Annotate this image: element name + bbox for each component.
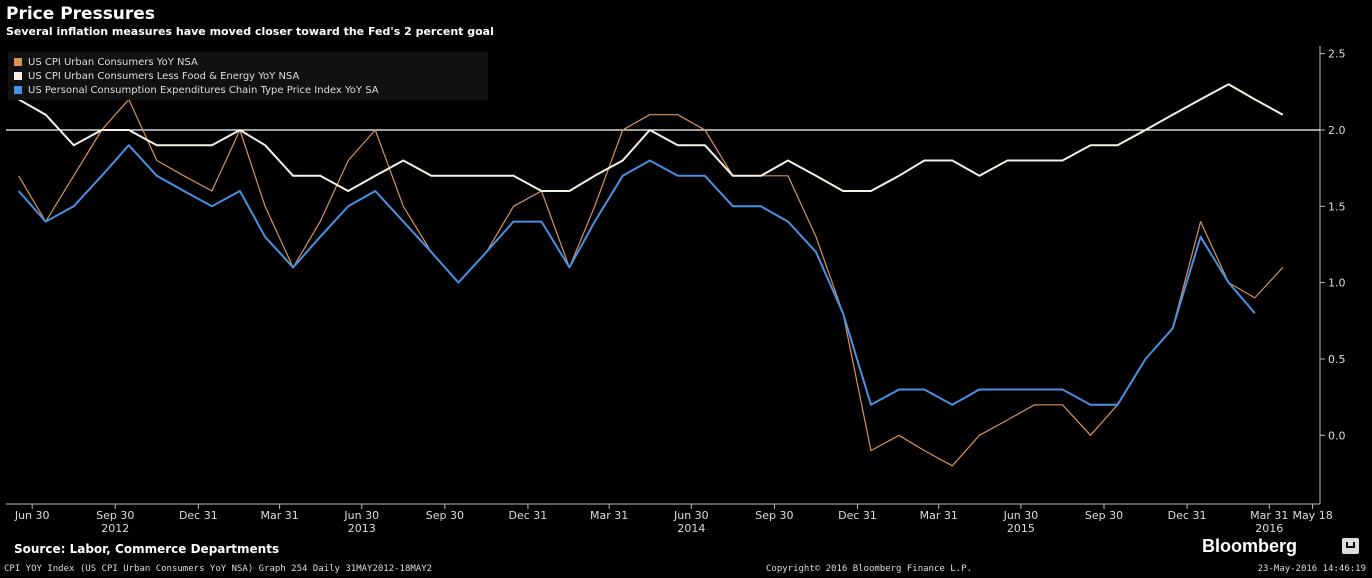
y-tick-label: 0.0 <box>1328 429 1346 442</box>
series-line-core <box>18 83 1284 192</box>
x-tick-label: Dec 31 <box>509 509 548 522</box>
footer-copyright: Copyright© 2016 Bloomberg Finance L.P. <box>766 564 972 574</box>
x-tick-label: Sep 30 <box>755 509 793 522</box>
legend-label-core: US CPI Urban Consumers Less Food & Energ… <box>28 70 300 82</box>
x-year-label: 2014 <box>677 522 705 535</box>
x-tick-label: Sep 30 <box>96 509 134 522</box>
x-tick-label: Dec 31 <box>179 509 218 522</box>
x-year-label: 2015 <box>1007 522 1035 535</box>
x-tick-label: Dec 31 <box>838 509 877 522</box>
legend-swatch-cpi <box>14 58 22 66</box>
legend-label-pce: US Personal Consumption Expenditures Cha… <box>28 84 379 96</box>
legend-swatch-pce <box>14 86 22 94</box>
series-line-cpi <box>18 98 1284 467</box>
legend-item-pce: US Personal Consumption Expenditures Cha… <box>14 83 379 97</box>
y-tick-label: 0.5 <box>1328 353 1346 366</box>
source-note: Source: Labor, Commerce Departments <box>14 542 280 556</box>
chart-title: Price Pressures <box>6 4 155 24</box>
footer-timestamp: 23-May-2016 14:46:19 <box>1257 564 1366 574</box>
x-year-label: 2012 <box>101 522 129 535</box>
legend: US CPI Urban Consumers YoY NSA US CPI Ur… <box>8 52 488 100</box>
footer-ticker: CPI YOY Index (US CPI Urban Consumers Yo… <box>4 564 433 574</box>
series-line-pce <box>17 144 1256 406</box>
x-tick-label: Jun 30 <box>673 509 709 522</box>
x-tick-label: Jun 30 <box>343 509 379 522</box>
x-year-label: 2016 <box>1255 522 1283 535</box>
legend-item-cpi: US CPI Urban Consumers YoY NSA <box>14 55 198 69</box>
x-tick-label: May 18 <box>1292 509 1332 522</box>
x-tick-label: Jun 30 <box>1003 509 1039 522</box>
x-tick-label: Mar 31 <box>920 509 958 522</box>
x-tick-label: Sep 30 <box>1085 509 1123 522</box>
y-tick-label: 1.5 <box>1328 200 1346 213</box>
y-tick-label: 2.0 <box>1328 124 1346 137</box>
x-year-label: 2013 <box>348 522 376 535</box>
y-tick-label: 2.5 <box>1328 48 1346 61</box>
x-tick-label: Mar 31 <box>1250 509 1288 522</box>
bloomberg-icon <box>1342 538 1359 554</box>
y-tick-label: 1.0 <box>1328 277 1346 290</box>
x-tick-label: Jun 30 <box>14 509 50 522</box>
bloomberg-logo: Bloomberg <box>1202 536 1298 556</box>
legend-item-core: US CPI Urban Consumers Less Food & Energ… <box>14 69 299 83</box>
x-tick-label: Sep 30 <box>426 509 464 522</box>
x-tick-label: Dec 31 <box>1168 509 1207 522</box>
x-tick-label: Mar 31 <box>590 509 628 522</box>
chart-subtitle: Several inflation measures have moved cl… <box>6 25 494 38</box>
legend-swatch-core <box>14 72 22 80</box>
x-tick-label: Mar 31 <box>260 509 298 522</box>
legend-label-cpi: US CPI Urban Consumers YoY NSA <box>28 56 198 68</box>
